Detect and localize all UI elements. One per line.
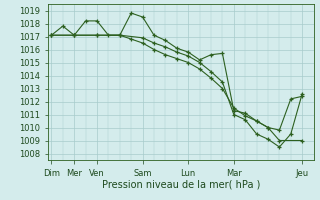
X-axis label: Pression niveau de la mer( hPa ): Pression niveau de la mer( hPa ) [102, 179, 260, 189]
